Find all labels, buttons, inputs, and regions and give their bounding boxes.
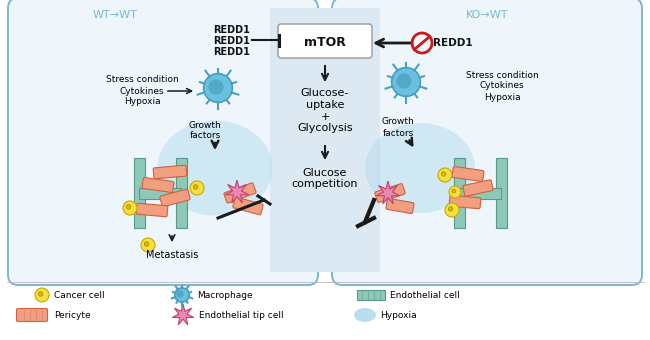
Circle shape xyxy=(449,186,461,198)
Bar xyxy=(133,158,144,228)
FancyBboxPatch shape xyxy=(375,184,405,202)
FancyBboxPatch shape xyxy=(142,177,174,192)
Text: KO→WT: KO→WT xyxy=(466,10,508,20)
Polygon shape xyxy=(226,180,249,203)
Bar xyxy=(454,158,465,228)
Text: Hypoxia: Hypoxia xyxy=(484,92,520,102)
Circle shape xyxy=(141,238,155,252)
Text: competition: competition xyxy=(292,179,358,189)
Text: mTOR: mTOR xyxy=(304,36,346,50)
Text: Cancer cell: Cancer cell xyxy=(54,290,105,300)
Circle shape xyxy=(144,242,149,246)
Bar xyxy=(459,187,501,199)
Circle shape xyxy=(448,207,453,211)
Text: factors: factors xyxy=(382,129,413,137)
Circle shape xyxy=(452,189,456,193)
Circle shape xyxy=(176,290,184,298)
Text: Glucose-: Glucose- xyxy=(301,88,349,98)
Text: Glucose: Glucose xyxy=(303,168,347,178)
Polygon shape xyxy=(376,181,400,204)
Ellipse shape xyxy=(157,120,272,216)
Circle shape xyxy=(203,73,233,102)
Text: factors: factors xyxy=(189,132,220,140)
FancyBboxPatch shape xyxy=(160,189,190,207)
Circle shape xyxy=(190,181,204,195)
Text: Macrophage: Macrophage xyxy=(197,290,253,300)
Bar xyxy=(270,8,380,272)
FancyBboxPatch shape xyxy=(278,24,372,58)
Circle shape xyxy=(441,172,446,176)
Text: Endothelial cell: Endothelial cell xyxy=(390,290,460,300)
FancyBboxPatch shape xyxy=(463,180,493,196)
Circle shape xyxy=(209,80,224,95)
Polygon shape xyxy=(172,304,194,325)
Bar xyxy=(495,158,506,228)
Circle shape xyxy=(438,168,452,182)
Text: +: + xyxy=(320,112,330,122)
FancyBboxPatch shape xyxy=(8,0,318,285)
FancyBboxPatch shape xyxy=(386,199,414,214)
Text: Stress condition: Stress condition xyxy=(105,75,178,85)
Text: Pericyte: Pericyte xyxy=(54,310,90,320)
FancyBboxPatch shape xyxy=(357,290,385,300)
Circle shape xyxy=(193,185,198,189)
Text: REDD1: REDD1 xyxy=(213,25,250,35)
Circle shape xyxy=(396,73,411,89)
FancyBboxPatch shape xyxy=(332,0,642,285)
Bar xyxy=(176,158,187,228)
Text: Growth: Growth xyxy=(188,120,222,130)
FancyBboxPatch shape xyxy=(233,197,263,215)
FancyBboxPatch shape xyxy=(449,195,481,209)
Circle shape xyxy=(123,201,137,215)
Ellipse shape xyxy=(365,123,475,213)
Circle shape xyxy=(445,203,459,217)
Circle shape xyxy=(38,292,43,296)
Text: Stress condition: Stress condition xyxy=(465,70,538,80)
Circle shape xyxy=(126,205,131,209)
Text: Growth: Growth xyxy=(382,118,415,126)
Text: REDD1: REDD1 xyxy=(433,38,473,48)
Text: uptake: uptake xyxy=(306,100,345,110)
FancyBboxPatch shape xyxy=(452,167,484,182)
Text: Hypoxia: Hypoxia xyxy=(380,310,417,320)
Text: Hypoxia: Hypoxia xyxy=(124,98,161,106)
Ellipse shape xyxy=(354,308,376,322)
FancyBboxPatch shape xyxy=(136,203,168,217)
Text: Glycolysis: Glycolysis xyxy=(297,123,353,133)
FancyBboxPatch shape xyxy=(153,165,187,179)
Bar xyxy=(139,187,181,199)
Circle shape xyxy=(175,288,189,302)
Text: Endothelial tip cell: Endothelial tip cell xyxy=(199,310,283,320)
Circle shape xyxy=(35,288,49,302)
Text: Metastasis: Metastasis xyxy=(146,250,198,260)
FancyBboxPatch shape xyxy=(16,308,47,322)
Text: REDD1: REDD1 xyxy=(213,47,250,57)
FancyBboxPatch shape xyxy=(224,183,256,203)
Text: WT→WT: WT→WT xyxy=(92,10,137,20)
Circle shape xyxy=(391,68,421,97)
Text: Cytokines: Cytokines xyxy=(480,82,525,90)
Text: Cytokines: Cytokines xyxy=(120,86,164,96)
Text: REDD1: REDD1 xyxy=(213,36,250,46)
